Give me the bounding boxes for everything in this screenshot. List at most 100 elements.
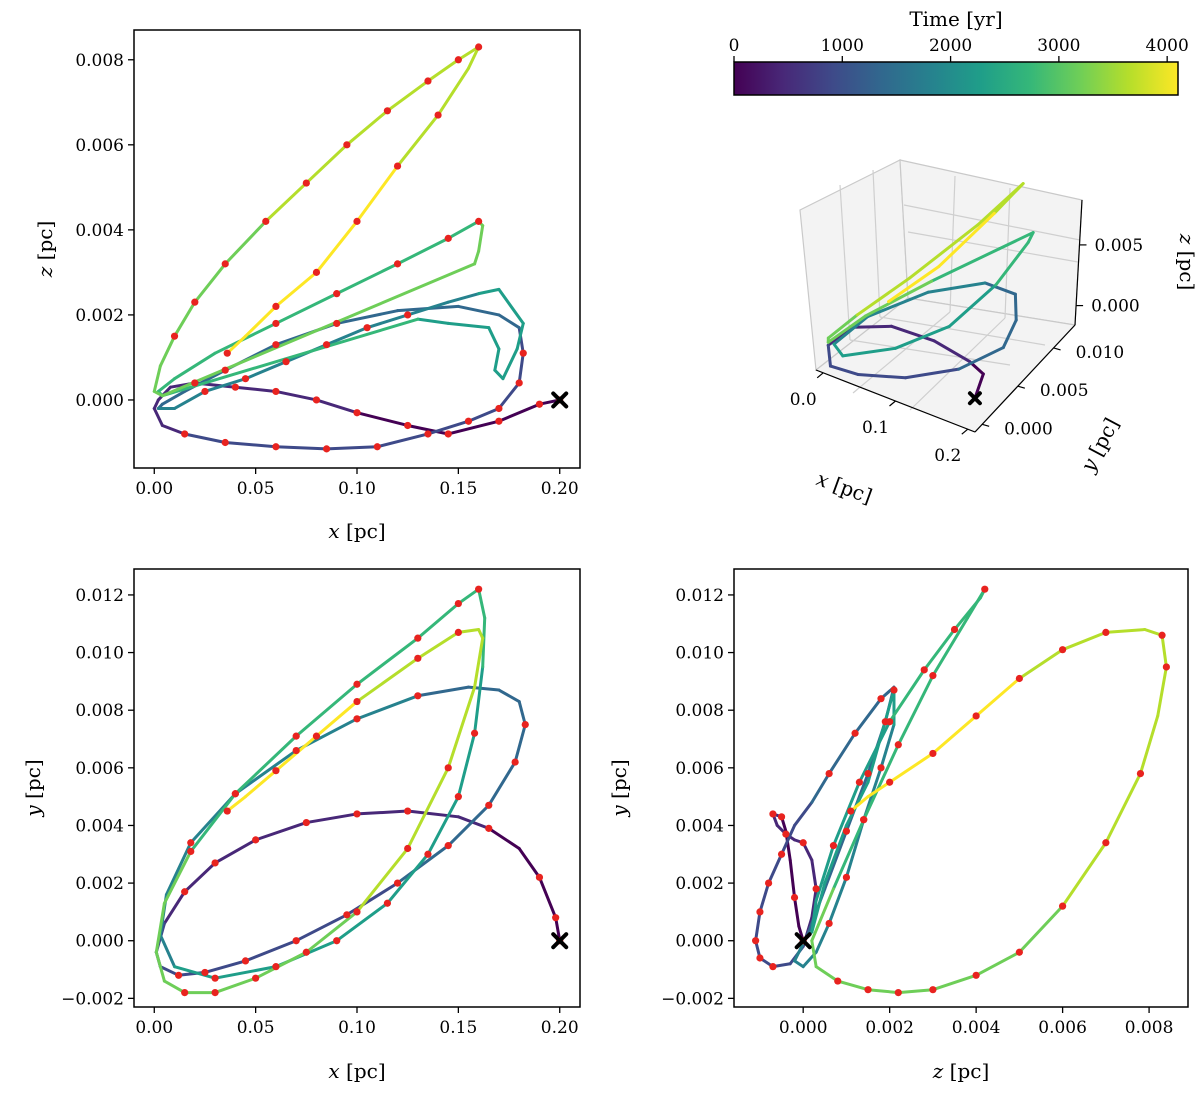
x-z-sample-marker (272, 320, 279, 327)
z-y-sample-marker (981, 586, 988, 593)
z-y-sample-marker (864, 986, 871, 993)
x-y-ylabel-unit: [pc] (21, 759, 45, 799)
z-y-sample-marker (826, 920, 833, 927)
z-y-sample-marker (765, 879, 772, 886)
x-z-sample-marker (445, 235, 452, 242)
x-y-sample-marker (414, 635, 421, 642)
colorbar-bar (734, 62, 1178, 95)
x-z-xtick-label: 0.00 (135, 479, 173, 499)
x-z-sample-marker (353, 409, 360, 416)
z-y-sample-marker (830, 842, 837, 849)
x-y-sample-marker (187, 848, 194, 855)
x-z-sample-marker (201, 388, 208, 395)
x-z-sample-marker (333, 290, 340, 297)
x-y-sample-marker (445, 842, 452, 849)
x-y-ytick-label: 0.008 (75, 701, 124, 721)
colorbar-tick-label: 2000 (929, 36, 972, 56)
x-z-sample-marker (272, 303, 279, 310)
z-y-sample-marker (1137, 770, 1144, 777)
x-y-sample-marker (293, 747, 300, 754)
x-z-sample-marker (536, 401, 543, 408)
x-y-ytick-label: 0.012 (75, 586, 124, 606)
x-y-ylabel: y [pc] (21, 759, 45, 817)
x-z-sample-marker (374, 443, 381, 450)
x-y-sample-marker (252, 836, 259, 843)
x-y-sample-marker (455, 629, 462, 636)
z-y-sample-marker (1016, 949, 1023, 956)
x-y-sample-marker (455, 600, 462, 607)
x-y-xtick-label: 0.15 (439, 1018, 477, 1038)
x-y-sample-marker (394, 879, 401, 886)
x-y-sample-marker (455, 793, 462, 800)
3d-trajectory-segment (1015, 294, 1016, 320)
z-y-sample-marker (1158, 632, 1165, 639)
x-z-sample-marker (475, 218, 482, 225)
z-y-sample-marker (929, 750, 936, 757)
x-z-sample-marker (516, 379, 523, 386)
x-z-sample-marker (455, 56, 462, 63)
x-z-ytick-label: 0.000 (75, 391, 124, 411)
z-y-sample-marker (929, 672, 936, 679)
x-y-xtick-label: 0.20 (541, 1018, 579, 1038)
z-y-sample-marker (895, 989, 902, 996)
x-y-sample-marker (475, 586, 482, 593)
x-y-sample-marker (485, 802, 492, 809)
x-y-xlabel-unit: [pc] (346, 1059, 386, 1083)
x-z-xlabel: x [pc] (328, 519, 385, 543)
x-z-sample-marker (353, 218, 360, 225)
x-z-trajectory-segment (327, 447, 378, 449)
colorbar-title: Time [yr] (909, 7, 1002, 31)
z-y-ytick-label: 0.002 (675, 874, 724, 894)
x-z-sample-marker (475, 43, 482, 50)
3d-xtick-label: 0.2 (934, 446, 961, 466)
x-z-sample-marker (224, 350, 231, 357)
x-y-ytick-label: −0.002 (61, 989, 124, 1009)
z-y-sample-marker (1102, 839, 1109, 846)
3d-xtick-label: 0.1 (862, 418, 889, 438)
z-y-sample-marker (813, 885, 820, 892)
x-z-sample-marker (495, 405, 502, 412)
x-z-xtick-label: 0.15 (439, 479, 477, 499)
3d-zlabel-unit: [pc] (1175, 251, 1199, 291)
x-z-sample-marker (424, 430, 431, 437)
x-z-sample-marker (445, 430, 452, 437)
x-z-sample-marker (242, 375, 249, 382)
x-z-sample-marker (303, 179, 310, 186)
x-z-sample-marker (424, 77, 431, 84)
z-y-sample-marker (847, 807, 854, 814)
x-z-sample-marker (495, 418, 502, 425)
z-y-sample-marker (951, 626, 958, 633)
x-y-sample-marker (353, 715, 360, 722)
z-y-sample-marker (929, 986, 936, 993)
z-y-ylabel: y [pc] (607, 759, 631, 817)
x-z-trajectory-segment (276, 447, 327, 449)
x-y-sample-marker (353, 681, 360, 688)
z-y-xtick-label: 0.006 (1038, 1018, 1087, 1038)
x-z-sample-marker (343, 141, 350, 148)
x-z-ytick-label: 0.006 (75, 136, 124, 156)
x-y-sample-marker (211, 975, 218, 982)
3d-ytick-label: 0.000 (1004, 419, 1053, 439)
x-z-sample-marker (323, 341, 330, 348)
x-y-sample-marker (201, 969, 208, 976)
z-y-xlabel: z [pc] (932, 1059, 990, 1083)
z-y-sample-marker (860, 816, 867, 823)
x-z-sample-marker (434, 111, 441, 118)
z-y-sample-marker (769, 963, 776, 970)
x-z-ylabel: z [pc] (33, 221, 57, 279)
x-z-sample-marker (232, 384, 239, 391)
x-y-xlabel: x [pc] (328, 1059, 385, 1083)
x-y-ytick-label: 0.004 (75, 816, 124, 836)
x-y-sample-marker (181, 888, 188, 895)
x-y-sample-marker (224, 807, 231, 814)
z-y-ylabel-unit: [pc] (607, 759, 631, 799)
x-z-sample-marker (465, 418, 472, 425)
x-z-ytick-label: 0.004 (75, 221, 124, 241)
x-y-sample-marker (353, 908, 360, 915)
x-z-sample-marker (282, 358, 289, 365)
z-y-xtick-label: 0.002 (865, 1018, 914, 1038)
colorbar-tick-label: 4000 (1146, 36, 1189, 56)
x-y-xlabel-var: x (328, 1059, 339, 1083)
z-y-sample-marker (895, 741, 902, 748)
z-y-sample-marker (1102, 629, 1109, 636)
